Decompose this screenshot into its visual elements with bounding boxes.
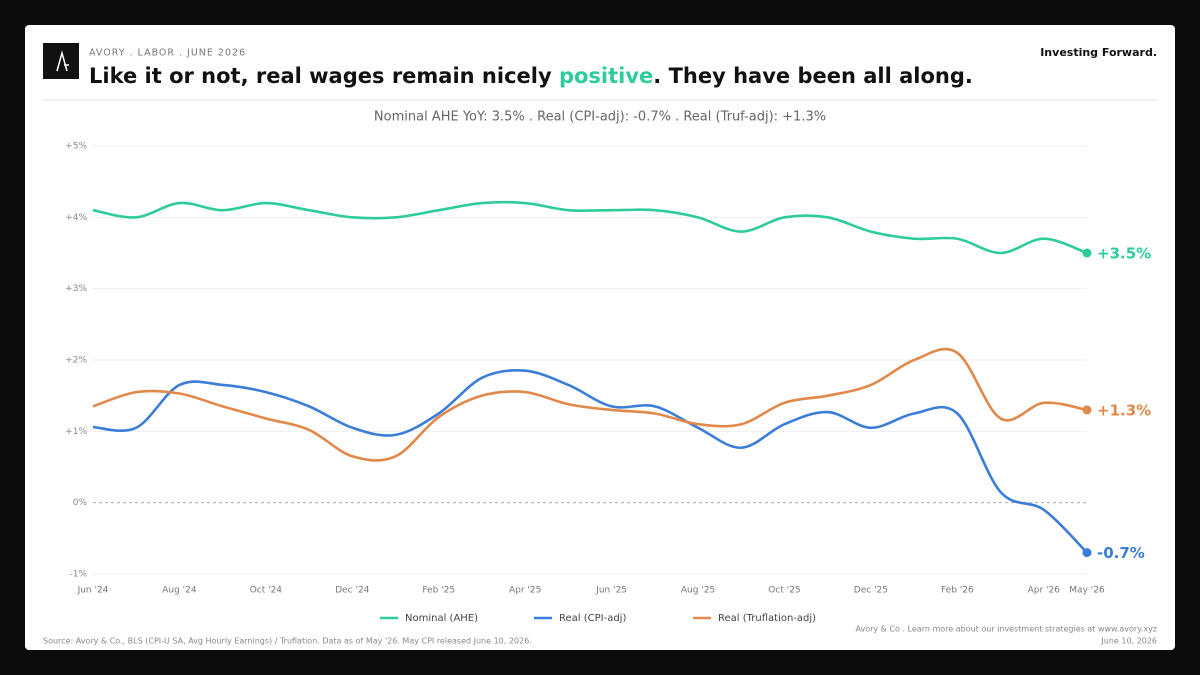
end-dot <box>1082 248 1092 258</box>
x-tick-label: Feb '25 <box>422 586 455 596</box>
chart: AVORY . LABOR . JUNE 2026 Like it or not… <box>43 43 1157 646</box>
promo: Avory & Co . Learn more about our invest… <box>855 625 1157 634</box>
series-line <box>92 369 1088 554</box>
x-tick-label: May '26 <box>1069 586 1105 596</box>
brand: AVORY . LABOR . JUNE 2026 <box>89 48 246 59</box>
value-label: +1.3% <box>1097 401 1151 419</box>
value-label: -0.7% <box>1097 544 1145 562</box>
legend-label: Real (Truflation-adj) <box>718 613 816 624</box>
end-dot <box>1082 548 1092 558</box>
legend-label: Nominal (AHE) <box>405 613 478 624</box>
x-tick-label: Aug '24 <box>162 586 197 596</box>
x-tick-label: Dec '24 <box>335 586 369 596</box>
end-dot <box>1082 405 1092 415</box>
title-highlight: positive <box>559 64 653 88</box>
subtitle: Nominal AHE YoY: 3.5% . Real (CPI-adj): … <box>374 110 826 125</box>
x-tick-label: Oct '24 <box>250 586 283 596</box>
legend-label: Real (CPI-adj) <box>559 613 626 624</box>
logo <box>43 43 79 79</box>
x-tick-label: Feb '26 <box>941 586 974 596</box>
y-tick-label: +3% <box>65 284 87 294</box>
x-tick-label: Apr '25 <box>509 586 541 596</box>
series-line <box>92 200 1088 255</box>
x-tick-label: Dec '25 <box>854 586 888 596</box>
y-tick-label: -1% <box>69 570 87 580</box>
x-tick-label: Aug '25 <box>681 586 715 596</box>
date: June 10, 2026 <box>1100 637 1157 646</box>
y-tick-label: +2% <box>65 356 87 366</box>
x-tick-label: Oct '25 <box>768 586 800 596</box>
card: AVORY . LABOR . JUNE 2026 Like it or not… <box>25 25 1175 650</box>
y-tick-label: +5% <box>65 142 87 152</box>
source: Source: Avory & Co., BLS (CPI-U SA, Avg … <box>43 637 532 646</box>
x-tick-label: Jun '24 <box>77 586 109 596</box>
title: Like it or not, real wages remain nicely… <box>89 64 973 88</box>
tagline: Investing Forward. <box>1040 46 1157 59</box>
y-tick-label: 0% <box>73 498 88 508</box>
series-line <box>92 347 1088 462</box>
title-part: Like it or not, real wages remain nicely <box>89 64 559 88</box>
logo-mark <box>56 50 69 72</box>
x-tick-label: Jun '25 <box>595 586 627 596</box>
title-part: . They have been all along. <box>653 64 973 88</box>
value-label: +3.5% <box>1097 245 1151 263</box>
y-tick-label: +1% <box>65 427 87 437</box>
x-tick-label: Apr '26 <box>1028 586 1061 596</box>
y-tick-label: +4% <box>65 213 87 223</box>
